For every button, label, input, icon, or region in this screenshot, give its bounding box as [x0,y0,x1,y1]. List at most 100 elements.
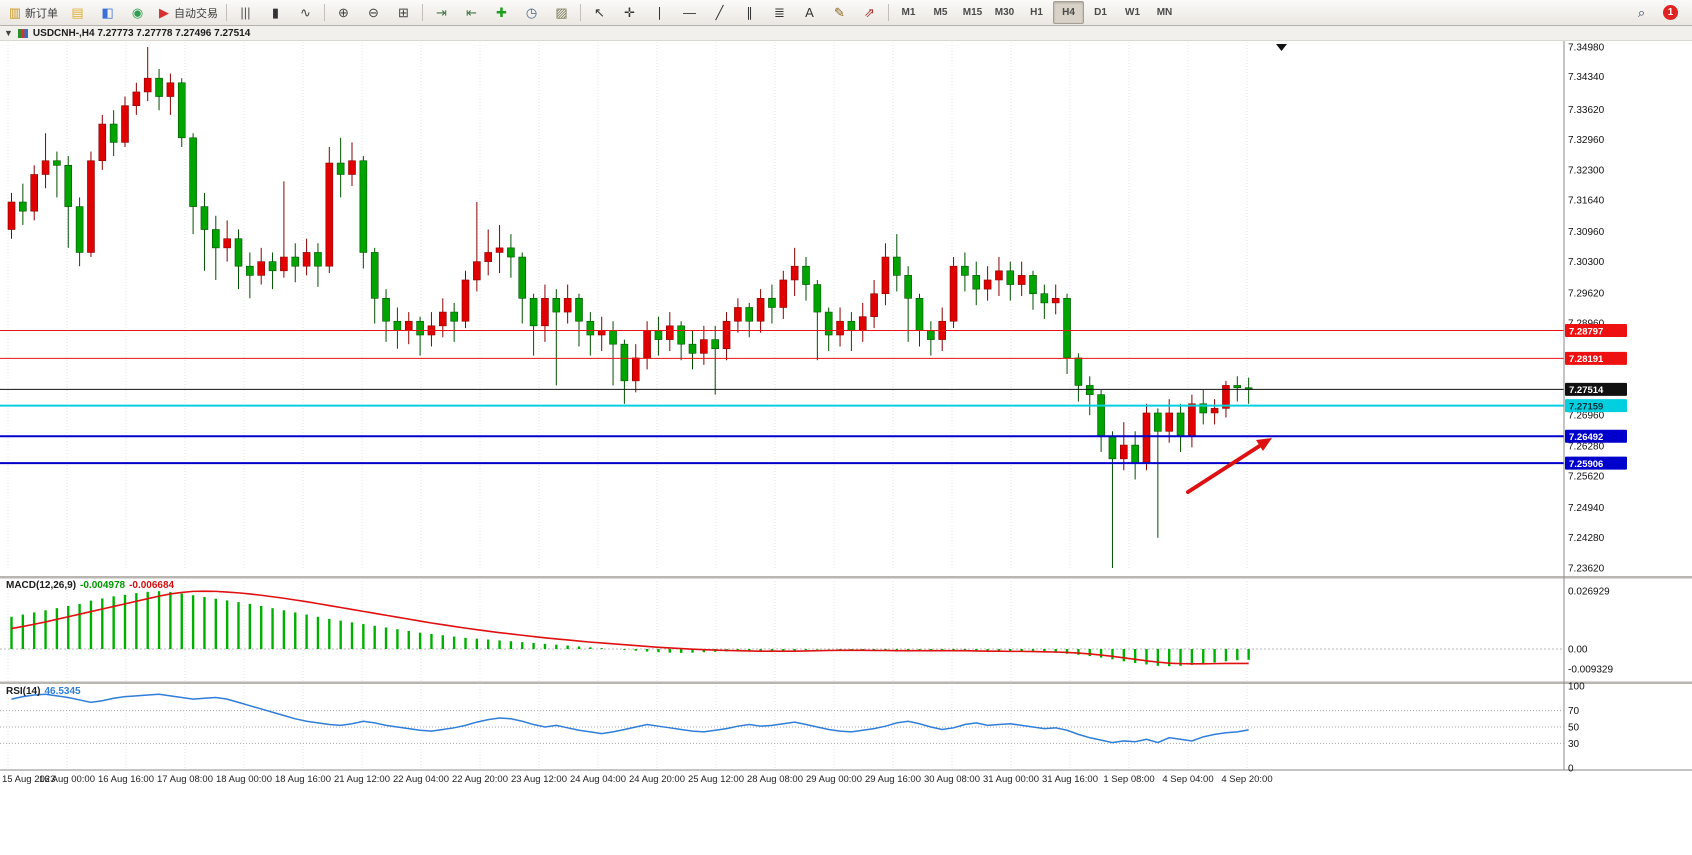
svg-text:7.29620: 7.29620 [1568,288,1605,299]
periods-button[interactable]: ◷ [517,1,546,24]
timeframe-h4-button[interactable]: H4 [1053,1,1084,24]
svg-text:7.23620: 7.23620 [1568,563,1605,574]
zoom-out-icon: ⊖ [368,5,379,20]
timeframe-m5-button[interactable]: M5 [933,7,948,18]
fibonacci-button[interactable]: ≣ [765,1,794,24]
bar-chart-icon: ||| [240,5,251,20]
svg-text:22 Aug 20:00: 22 Aug 20:00 [452,774,508,785]
text-button[interactable]: A [795,1,824,24]
timeframe-w1-button[interactable]: W1 [1125,7,1140,18]
svg-text:24 Aug 20:00: 24 Aug 20:00 [629,774,685,785]
chart-window-icon [17,28,28,38]
macd-signal-value: -0.006684 [129,580,175,591]
svg-text:7.26280: 7.26280 [1568,441,1605,452]
candles-layer [7,47,1253,568]
notification-badge[interactable]: 1 [1663,5,1678,20]
templates-button[interactable]: ▨ [547,1,576,24]
rsi-panel [0,693,1564,744]
equidistant-channel-button[interactable]: ∥ [735,1,764,24]
text-label-button[interactable]: ✎ [825,1,854,24]
timeframe-m1-button[interactable]: M1 [901,7,916,18]
timeframe-m15-button[interactable]: M15 [962,7,983,18]
zoom-in-button[interactable]: ⊕ [329,1,358,24]
chart-shift-icon: ⇤ [466,5,477,20]
svg-text:-0.009329: -0.009329 [1568,665,1613,676]
timeframe-mn-button[interactable]: MN [1156,7,1173,18]
auto-scroll-button[interactable]: ⇥ [427,1,456,24]
new-order-icon: ▥ [8,5,22,20]
svg-text:7.30300: 7.30300 [1568,257,1605,268]
svg-text:24 Aug 04:00: 24 Aug 04:00 [570,774,626,785]
svg-text:7.28191: 7.28191 [1569,354,1604,365]
zoom-in-icon: ⊕ [338,5,349,20]
toolbar-separator [422,4,423,21]
svg-text:23 Aug 12:00: 23 Aug 12:00 [511,774,567,785]
arrows-icon: ⇗ [864,5,875,20]
indicators-button[interactable]: ✚ [487,1,516,24]
timeframe-d1-button[interactable]: D1 [1094,7,1107,18]
toolbar-separator [888,4,889,21]
charts-button[interactable]: ▤ [63,1,92,24]
cursor-button[interactable]: ↖ [585,1,614,24]
zoom-out-button[interactable]: ⊖ [359,1,388,24]
auto-trading-button[interactable]: ▶ 自动交易 [153,1,222,24]
horizontal-level-lines[interactable] [0,330,1564,465]
svg-text:18 Aug 00:00: 18 Aug 00:00 [216,774,272,785]
chart-shift-marker[interactable] [1276,44,1287,51]
cursor-icon: ↖ [594,5,605,20]
timeframe-h1-button[interactable]: H1 [1030,7,1043,18]
svg-text:31 Aug 00:00: 31 Aug 00:00 [983,774,1039,785]
one-click-trading-toggle[interactable]: ▼ [4,28,13,38]
arrows-button[interactable]: ⇗ [855,1,884,24]
macd-main-value: -0.004978 [80,580,126,591]
templates-icon: ▨ [555,5,568,20]
search-button[interactable]: ⌕ [1627,1,1656,24]
line-chart-button[interactable]: ∿ [291,1,320,24]
toolbar-separator [226,4,227,21]
crosshair-button[interactable]: ✛ [615,1,644,24]
svg-text:7.27514: 7.27514 [1569,385,1604,396]
vertical-line-icon: ∣ [656,5,663,20]
vertical-line-button[interactable]: ∣ [645,1,674,24]
svg-text:100: 100 [1568,682,1585,693]
macd-panel [0,590,1564,667]
trend-arrow-annotation[interactable] [1186,438,1272,494]
candlestick-chart-button[interactable]: ▮ [261,1,290,24]
svg-text:50: 50 [1568,723,1580,734]
toolbar-right: ⌕ 1 [1627,1,1688,24]
svg-text:15 Aug 2023: 15 Aug 2023 [2,774,55,785]
svg-text:29 Aug 16:00: 29 Aug 16:00 [865,774,921,785]
svg-text:1 Sep 08:00: 1 Sep 08:00 [1103,774,1154,785]
panel-splitters[interactable] [0,27,1692,771]
new-order-button[interactable]: ▥ 新订单 [4,1,62,24]
svg-text:18 Aug 16:00: 18 Aug 16:00 [275,774,331,785]
tile-windows-button[interactable]: ⊞ [389,1,418,24]
navigator-button[interactable]: ◉ [123,1,152,24]
auto-scroll-icon: ⇥ [436,5,447,20]
charts-icon: ▤ [71,5,84,20]
svg-text:7.26492: 7.26492 [1569,432,1603,443]
svg-text:28 Aug 08:00: 28 Aug 08:00 [747,774,803,785]
auto-trading-label: 自动交易 [174,7,218,20]
horizontal-line-button[interactable]: ― [675,1,704,24]
navigator-icon: ◉ [131,5,144,20]
text-icon: A [805,5,814,20]
chart-title: USDCNH-,H4 7.27773 7.27778 7.27496 7.275… [32,27,251,39]
bar-chart-button[interactable]: ||| [231,1,260,24]
svg-text:7.27159: 7.27159 [1569,401,1603,412]
svg-text:16 Aug 16:00: 16 Aug 16:00 [98,774,154,785]
fibonacci-icon: ≣ [774,5,785,20]
timeframe-m30-button[interactable]: M30 [994,7,1015,18]
market-watch-button[interactable]: ◧ [93,1,122,24]
svg-text:16 Aug 00:00: 16 Aug 00:00 [39,774,95,785]
chart-shift-button[interactable]: ⇤ [457,1,486,24]
svg-text:7.31640: 7.31640 [1568,196,1605,207]
svg-text:4 Sep 20:00: 4 Sep 20:00 [1221,774,1272,785]
market-watch-icon: ◧ [101,5,114,20]
trendline-button[interactable]: ╱ [705,1,734,24]
periods-icon: ◷ [525,5,538,20]
horizontal-line-icon: ― [683,5,696,20]
macd-axis: 0.026929 0.00 -0.009329 [1568,587,1613,676]
